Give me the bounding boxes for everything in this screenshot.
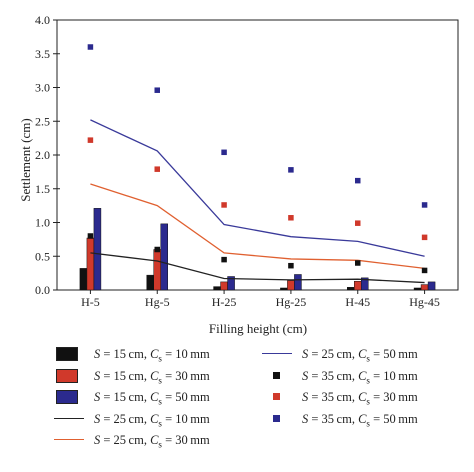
y-tick-label: 2.5 — [35, 114, 50, 128]
scatter-point — [421, 267, 428, 274]
legend-symbol — [52, 410, 88, 428]
legend-label: S = 25 cm, Cs = 50 mm — [302, 347, 418, 364]
x-axis-title: Filling height (cm) — [209, 321, 307, 336]
y-tick-label: 3.5 — [35, 47, 50, 61]
scatter-point — [154, 166, 160, 172]
bar — [93, 208, 102, 291]
y-tick-label: 1.5 — [35, 182, 50, 196]
y-tick-label: 4.0 — [35, 13, 50, 27]
bar — [220, 281, 228, 291]
scatter-point — [221, 256, 227, 263]
x-tick-label: Hg-25 — [276, 295, 307, 309]
scatter-point — [87, 44, 94, 50]
bar — [287, 280, 295, 291]
bar — [294, 274, 302, 291]
scatter-point — [355, 220, 361, 226]
scatter-point — [87, 233, 94, 239]
plot-frame — [56, 19, 459, 291]
series-line — [90, 183, 425, 270]
legend-marker — [56, 347, 78, 361]
bar — [347, 287, 355, 291]
x-tick-label: H-25 — [212, 295, 237, 309]
scatter-point — [154, 87, 160, 93]
bar — [280, 287, 288, 291]
bar — [227, 276, 235, 291]
scatter-point — [221, 202, 227, 208]
bar — [160, 223, 168, 291]
legend-label: S = 15 cm, Cs = 50 mm — [94, 390, 210, 407]
bar — [361, 277, 369, 291]
bar — [427, 281, 436, 291]
series-line — [90, 252, 425, 284]
legend-marker — [54, 439, 84, 440]
legend-symbol — [52, 345, 88, 363]
scatter-point — [288, 215, 294, 221]
legend-symbol — [260, 388, 296, 406]
scatter-point — [154, 246, 160, 253]
legend-marker — [56, 390, 78, 404]
legend-label: S = 35 cm, Cs = 30 mm — [302, 390, 418, 407]
scatter-points — [87, 44, 428, 274]
scatter-point — [421, 202, 428, 208]
y-tick-label: 0.0 — [35, 283, 50, 297]
scatter-point — [87, 137, 94, 143]
legend-marker — [273, 393, 280, 400]
lines — [90, 119, 425, 284]
legend-label: S = 35 cm, Cs = 50 mm — [302, 411, 418, 429]
scatter-point — [355, 177, 361, 184]
legend-symbol — [52, 388, 88, 406]
bar — [86, 237, 95, 291]
bar — [146, 274, 154, 291]
legend-marker — [262, 353, 292, 354]
legend-symbol — [260, 345, 296, 363]
legend: S = 15 cm, Cs = 10 mm S = 25 cm, Cs = 50 … — [52, 345, 462, 465]
legend-label: S = 25 cm, Cs = 30 mm — [94, 433, 210, 450]
legend-marker — [273, 414, 280, 422]
y-tick-label: 0.5 — [35, 249, 50, 263]
legend-symbol — [260, 367, 296, 385]
bar — [413, 287, 422, 291]
scatter-point — [355, 260, 361, 266]
bars — [79, 208, 436, 291]
y-tick-label: 2.0 — [35, 148, 50, 162]
y-tick-label: 1.0 — [35, 216, 50, 230]
legend-symbol — [52, 431, 88, 449]
bar — [420, 284, 429, 291]
scatter-point — [221, 149, 227, 156]
x-tick-label: Hg-45 — [409, 295, 440, 309]
legend-label: S = 15 cm, Cs = 30 mm — [94, 368, 210, 386]
scatter-point — [288, 167, 294, 173]
scatter-point — [421, 234, 428, 241]
scatter-point — [288, 262, 294, 269]
plot-area — [56, 19, 459, 291]
legend-label: S = 35 cm, Cs = 10 mm — [302, 368, 418, 386]
legend-label: S = 15 cm, Cs = 10 mm — [94, 347, 210, 364]
bar — [354, 280, 362, 291]
legend-marker — [54, 417, 84, 419]
legend-symbol — [52, 367, 88, 385]
x-tick-label: H-45 — [345, 295, 370, 309]
bar — [213, 286, 221, 291]
bar — [153, 249, 161, 291]
axis-ticks: 0.0 0.5 1.0 1.5 2.0 2.5 3.0 3.5 4.0 H-5 Hg-5 H-25 Hg… — [35, 13, 440, 309]
bar — [79, 268, 88, 291]
x-tick-label: H-5 — [81, 295, 100, 309]
x-tick-label: Hg-5 — [145, 295, 170, 309]
legend-marker — [273, 371, 280, 379]
legend-label: S = 25 cm, Cs = 10 mm — [94, 411, 210, 429]
settlement-chart: 0.0 0.5 1.0 1.5 2.0 2.5 3.0 3.5 4.0 H-5 Hg-5 H-25 Hg… — [18, 13, 459, 336]
y-tick-label: 3.0 — [35, 81, 50, 95]
series-line — [90, 119, 425, 257]
legend-symbol — [260, 410, 296, 428]
y-axis-title: Settlement (cm) — [18, 118, 33, 201]
legend-marker — [56, 368, 78, 383]
